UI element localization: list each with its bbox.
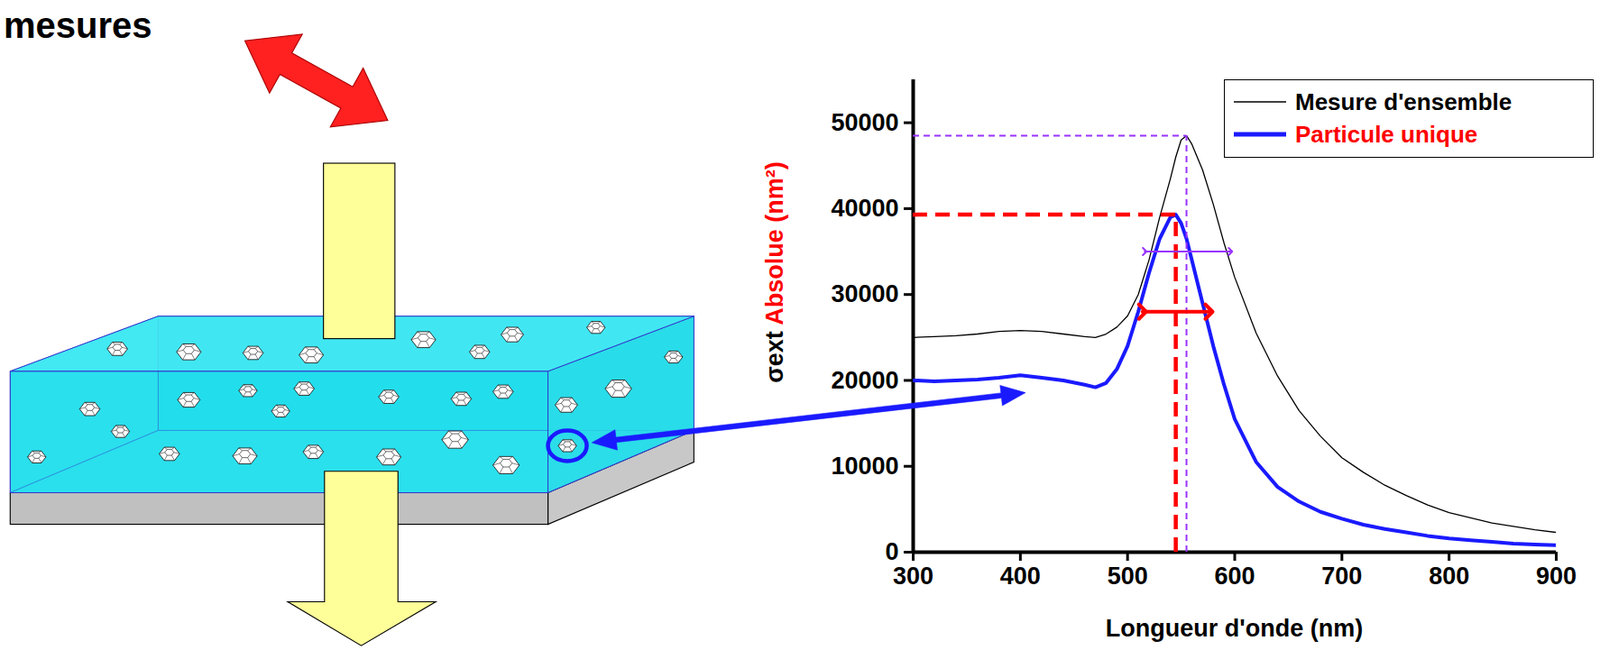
html-text:Mesure d'ensemble: Mesure d'ensemble <box>1295 87 1512 115</box>
svg-text:300: 300 <box>892 562 934 590</box>
svg-text:50000: 50000 <box>830 109 899 137</box>
svg-text:40000: 40000 <box>830 194 899 222</box>
svg-text:mesures: mesures <box>3 5 153 46</box>
svg-text:700: 700 <box>1321 562 1362 590</box>
svg-text:600: 600 <box>1213 562 1255 590</box>
svg-text:σext Absolue (nm²): σext Absolue (nm²) <box>761 161 789 384</box>
svg-text:500: 500 <box>1107 562 1149 590</box>
svg-text:400: 400 <box>1000 562 1041 590</box>
svg-text:900: 900 <box>1535 562 1577 590</box>
svg-text:10000: 10000 <box>830 452 899 480</box>
svg-text:0: 0 <box>884 538 899 566</box>
svg-text:800: 800 <box>1428 562 1470 590</box>
svg-text:Longueur d'onde (nm): Longueur d'onde (nm) <box>1105 615 1363 643</box>
svg-text:20000: 20000 <box>830 367 899 395</box>
html-text:Particule unique: Particule unique <box>1295 120 1478 148</box>
svg-text:30000: 30000 <box>830 280 899 308</box>
